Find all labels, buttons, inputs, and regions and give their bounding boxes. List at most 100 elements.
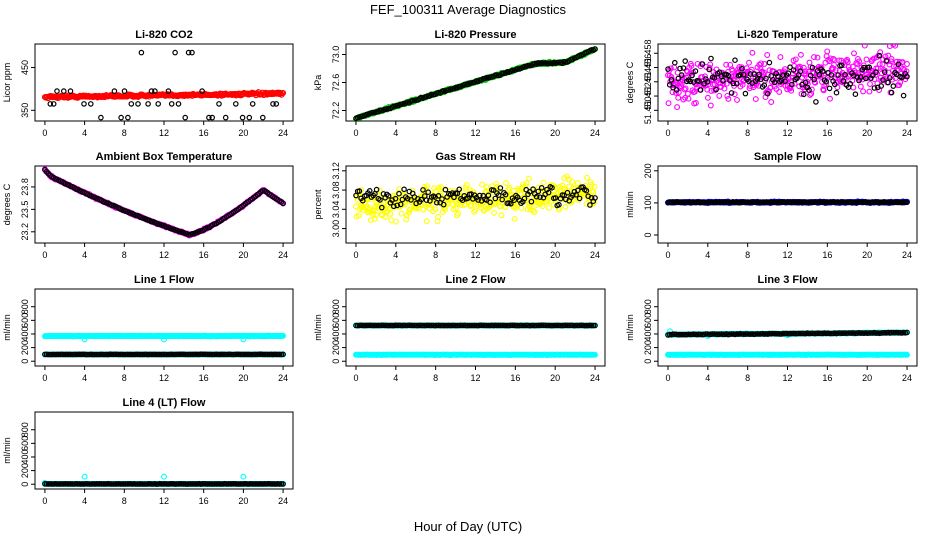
data-point	[739, 65, 745, 72]
series-sample-line-2	[665, 351, 910, 358]
x-tick-label: 24	[278, 128, 288, 138]
x-tick-label: 8	[433, 373, 438, 383]
data-point	[88, 101, 94, 107]
data-point	[678, 83, 685, 90]
data-point	[871, 85, 878, 91]
data-point	[861, 44, 868, 49]
data-point	[872, 71, 879, 78]
y-tick-label: 51.456	[643, 54, 653, 82]
x-tick-label: 20	[238, 373, 248, 383]
data-point	[728, 90, 735, 96]
data-point	[172, 49, 178, 56]
data-point	[538, 185, 545, 191]
data-point	[552, 195, 559, 201]
data-point	[904, 73, 910, 80]
data-point	[480, 322, 487, 329]
data-point	[881, 69, 888, 75]
data-point	[172, 351, 178, 358]
data-point	[432, 206, 439, 213]
data-point	[506, 184, 513, 191]
y-tick-label: 72.6	[331, 74, 341, 92]
data-point	[746, 85, 753, 92]
series-average	[353, 46, 598, 121]
data-point	[423, 218, 430, 225]
data-point	[530, 186, 536, 193]
y-tick-label: 23.5	[20, 201, 30, 219]
panel-series	[665, 198, 910, 207]
data-point	[583, 322, 590, 329]
data-point	[425, 189, 432, 196]
y-tick-label: 23.8	[20, 178, 30, 196]
x-tick-label: 0	[353, 128, 358, 138]
data-point	[583, 187, 590, 194]
data-point	[539, 187, 545, 194]
x-tick-label: 20	[862, 373, 872, 383]
x-tick-label: 24	[590, 250, 600, 260]
x-tick-label: 8	[433, 128, 438, 138]
data-point	[392, 218, 399, 225]
data-point	[787, 64, 793, 71]
data-point	[497, 322, 504, 329]
y-tick-label: 800	[643, 299, 653, 314]
data-point	[275, 351, 281, 358]
data-point	[692, 68, 699, 74]
x-tick-label: 4	[705, 250, 710, 260]
data-point	[834, 84, 841, 91]
data-point	[576, 195, 583, 202]
x-tick-label: 12	[782, 373, 792, 383]
data-point	[809, 64, 816, 71]
data-point	[564, 173, 571, 180]
data-point	[148, 351, 154, 358]
x-tick-label: 12	[470, 128, 480, 138]
data-point	[397, 201, 404, 208]
data-point	[185, 49, 192, 56]
data-point	[896, 82, 903, 89]
data-point	[435, 193, 442, 199]
data-point	[556, 201, 562, 208]
series-sample-line	[41, 332, 287, 343]
data-point	[904, 199, 910, 206]
data-point	[682, 58, 689, 64]
data-point	[672, 80, 679, 87]
panel-title: Li-820 CO2	[135, 29, 192, 41]
x-tick-label: 0	[353, 373, 358, 383]
data-point	[888, 56, 895, 62]
data-point	[824, 48, 831, 55]
data-point	[206, 114, 212, 121]
data-point	[767, 84, 774, 91]
data-point	[239, 114, 246, 121]
data-point	[160, 351, 166, 358]
panel-ylabel: ml/min	[625, 191, 635, 218]
panel-series	[41, 166, 287, 239]
data-point	[54, 88, 60, 94]
y-tick-label: 3.08	[331, 181, 341, 199]
panel-ylabel: kPa	[313, 75, 323, 91]
y-tick-label: 72.2	[331, 102, 341, 120]
data-point	[526, 189, 533, 195]
data-point	[280, 200, 286, 207]
data-point	[81, 101, 87, 107]
data-point	[356, 188, 363, 194]
data-point	[763, 75, 769, 82]
series-1-minute	[41, 89, 287, 102]
data-point	[792, 56, 799, 63]
data-point	[697, 87, 704, 93]
data-point	[121, 88, 128, 94]
data-point	[493, 184, 500, 190]
data-point	[475, 197, 481, 203]
y-tick-label: 600	[331, 313, 341, 328]
data-point	[531, 209, 538, 216]
data-point	[186, 351, 192, 358]
data-point	[408, 197, 414, 203]
data-point	[803, 70, 809, 77]
data-point	[530, 207, 537, 214]
data-point	[869, 72, 876, 79]
data-point	[138, 49, 145, 56]
data-point	[233, 101, 239, 107]
data-point	[665, 66, 671, 72]
data-point	[135, 101, 141, 107]
data-point	[734, 96, 740, 103]
